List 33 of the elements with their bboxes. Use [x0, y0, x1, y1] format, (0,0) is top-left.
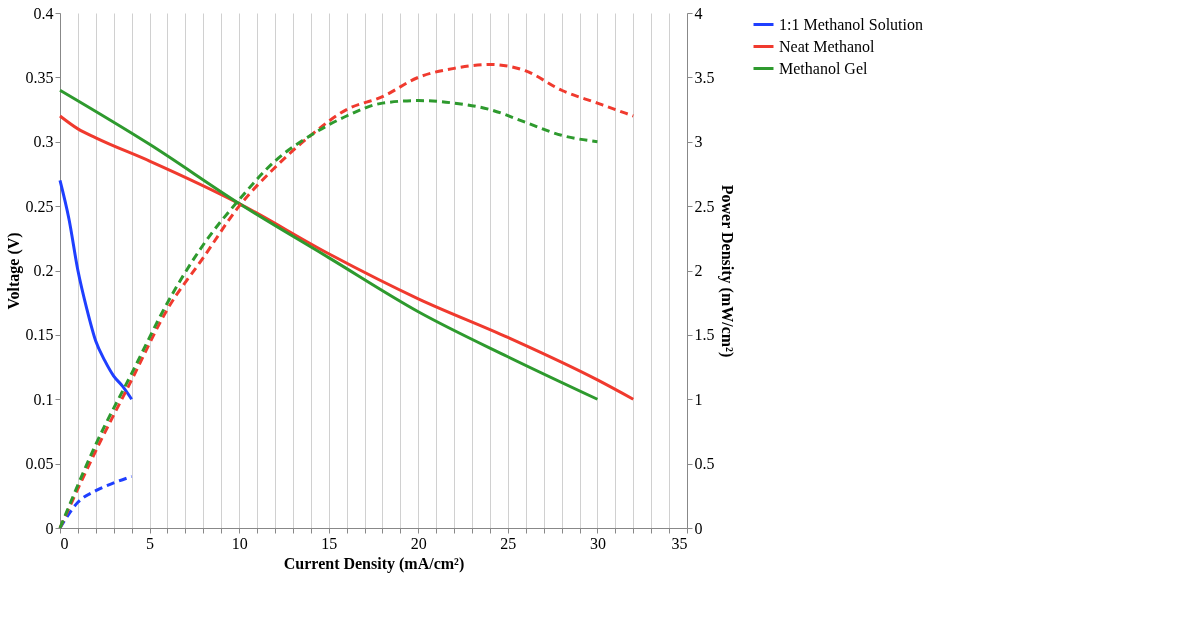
y-tick-label: 0: [45, 519, 54, 537]
legend-label: 1:1 Methanol Solution: [779, 15, 923, 33]
y-tick-label: 0.2: [33, 262, 54, 279]
legend-label: Neat Methanol: [779, 37, 876, 55]
y2-tick-label: 1.5: [694, 326, 715, 344]
legend-label: Methanol Gel: [779, 59, 868, 77]
x-tick-label: 5: [146, 534, 155, 552]
y-tick-label: 0.4: [33, 4, 54, 22]
x-tick-label: 30: [589, 534, 606, 552]
y2-tick-label: 3.5: [694, 68, 715, 86]
y-tick-label: 0.35: [25, 68, 54, 86]
y2-tick-label: 2.5: [694, 197, 715, 215]
y2-axis-title: Power Density (mW/cm²): [717, 184, 736, 358]
y2-tick-label: 3: [694, 133, 703, 151]
y-tick-label: 0.25: [25, 197, 54, 215]
y-tick-label: 0.05: [25, 455, 54, 473]
y2-tick-label: 2: [694, 262, 703, 279]
y-tick-label: 0.3: [33, 133, 54, 151]
y2-tick-label: 1: [694, 390, 703, 408]
x-axis-title: Current Density (mA/cm²): [283, 554, 465, 573]
x-tick-label: 15: [321, 534, 338, 552]
x-tick-label: 10: [231, 534, 248, 552]
x-tick-label: 20: [410, 534, 427, 552]
y2-tick-label: 0: [694, 519, 703, 537]
y-tick-label: 0.1: [33, 390, 54, 408]
x-tick-label: 0: [60, 534, 69, 552]
y-tick-label: 0.15: [25, 326, 54, 344]
y-axis-title: Voltage (V): [4, 232, 23, 310]
y2-tick-label: 4: [694, 4, 703, 22]
y2-tick-label: 0.5: [694, 455, 715, 473]
x-tick-label: 25: [500, 534, 517, 552]
line-series: [58, 178, 134, 401]
x-tick-label: 35: [671, 534, 688, 552]
